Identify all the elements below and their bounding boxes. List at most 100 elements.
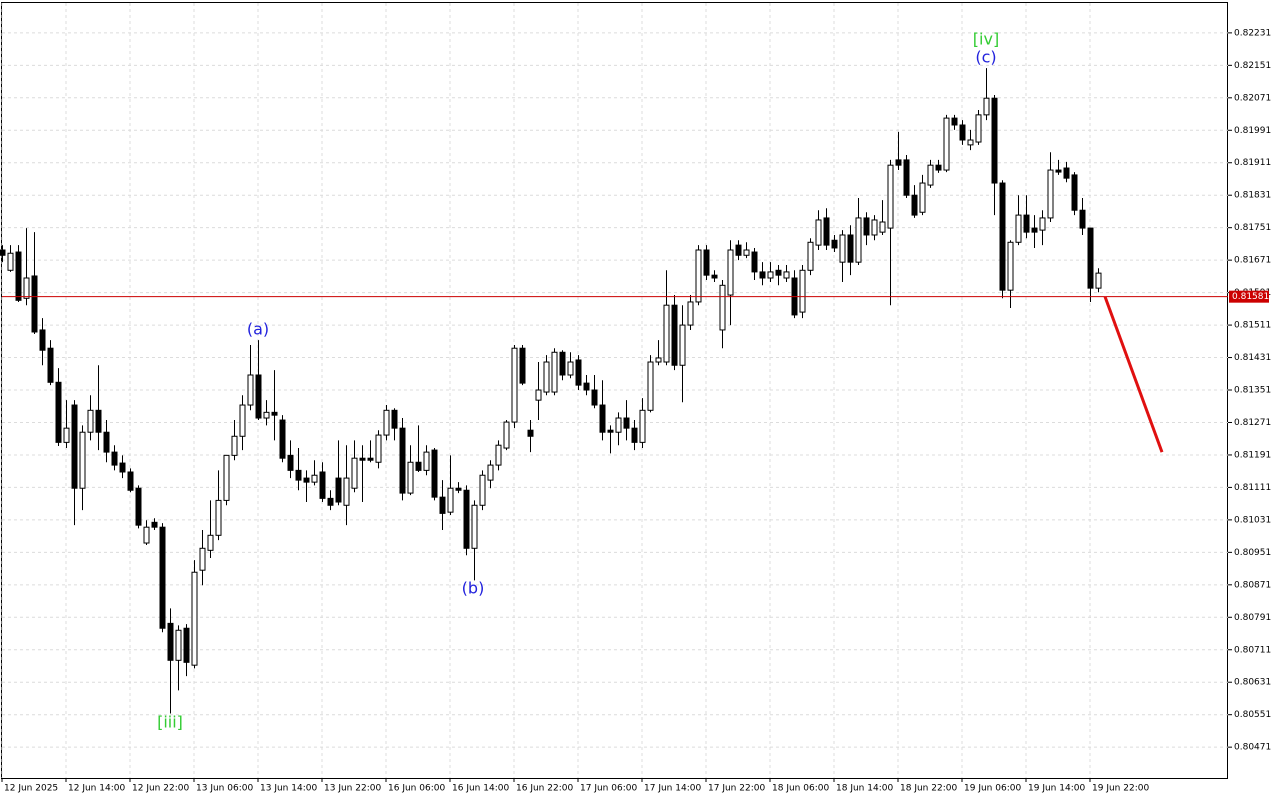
wave-label: (a) [247,320,269,339]
candle-body [375,434,382,463]
candle-body [143,526,150,544]
candle-body [111,451,118,466]
candle-body [647,361,654,411]
candle-body [631,427,638,443]
candle-body [655,357,662,363]
candle-body [263,411,270,419]
candle-body [575,359,582,386]
candle-body [431,449,438,498]
candle-body [983,97,990,116]
x-tick-label: 13 Jun 22:00 [324,784,381,794]
candle-body [23,277,30,299]
candle-body [751,251,758,273]
candle-body [535,389,542,401]
candle-body [855,217,862,263]
candle-body [1007,241,1014,291]
candle-body [495,444,502,466]
y-tick-label: 0.81511 [1234,321,1271,331]
candle-body [119,462,126,473]
candle-body [1063,167,1070,179]
candle-body [951,117,958,126]
candle-body [207,534,214,551]
candle-body [215,499,222,536]
candle-body [1095,272,1102,289]
candle-body [735,244,742,256]
candle-body [359,457,366,461]
x-tick-label: 16 Jun 14:00 [452,784,509,794]
candle-body [279,419,286,459]
y-tick-label: 0.82071 [1234,93,1271,103]
x-tick-label: 17 Jun 06:00 [580,784,637,794]
x-tick-label: 19 Jun 06:00 [964,784,1021,794]
y-tick-label: 0.81271 [1234,418,1271,428]
candle-body [591,389,598,406]
candle-body [255,374,262,419]
candle-body [727,249,734,296]
candle-body [63,427,70,443]
x-tick-label: 12 Jun 22:00 [132,784,189,794]
y-tick-label: 0.81031 [1234,515,1271,525]
candle-body [871,219,878,236]
candle-body [1047,169,1054,219]
candle-body [503,421,510,449]
candle-body [183,627,190,663]
candle-body [999,182,1006,291]
y-tick-label: 0.80951 [1234,548,1271,558]
candle-body [447,487,454,513]
candle-body [943,117,950,171]
y-tick-label: 0.81191 [1234,450,1271,460]
candle-body [511,347,518,423]
candle-body [543,361,550,393]
candle-body [919,182,926,213]
candle-body [223,454,230,501]
candle-body [463,489,470,549]
candle-body [927,164,934,186]
candle-body [231,435,238,456]
candle-body [671,304,678,366]
y-tick-label: 0.80631 [1234,678,1271,688]
x-tick-label: 17 Jun 14:00 [644,784,701,794]
candle-body [327,497,334,506]
candle-body [615,417,622,433]
y-tick-label: 0.81671 [1234,256,1271,266]
candle-body [383,409,390,436]
candle-body [319,471,326,499]
candle-body [135,487,142,526]
candle-body [967,139,974,146]
candle-body [479,474,486,506]
candle-body [87,409,94,433]
candle-body [1015,214,1022,243]
candle-body [47,347,54,383]
candle-body [527,429,534,437]
candle-body [407,461,414,494]
candle-body [719,284,726,331]
candle-body [7,252,14,271]
candle-body [895,159,902,166]
candle-body [159,526,166,629]
candle-body [975,114,982,143]
candle-body [831,239,838,249]
candle-body [0,249,6,256]
candle-body [815,219,822,246]
candle-body [583,382,590,391]
candle-body [455,487,462,491]
candle-body [799,269,806,313]
candle-body [775,269,782,276]
candle-body [959,124,966,141]
y-tick-label: 0.81911 [1234,158,1271,168]
candle-body [167,622,174,661]
candle-body [567,361,574,376]
candle-body [295,469,302,481]
candle-body [247,374,254,406]
candle-body [199,547,206,571]
candle-body [239,404,246,437]
candle-body [903,159,910,196]
x-tick-label: 16 Jun 22:00 [516,784,573,794]
candle-body [391,409,398,429]
candle-body [191,571,198,666]
wave-label: (c) [975,48,996,67]
candle-body [823,217,830,246]
candle-body [1023,214,1030,233]
wave-label: [iv] [973,30,999,49]
